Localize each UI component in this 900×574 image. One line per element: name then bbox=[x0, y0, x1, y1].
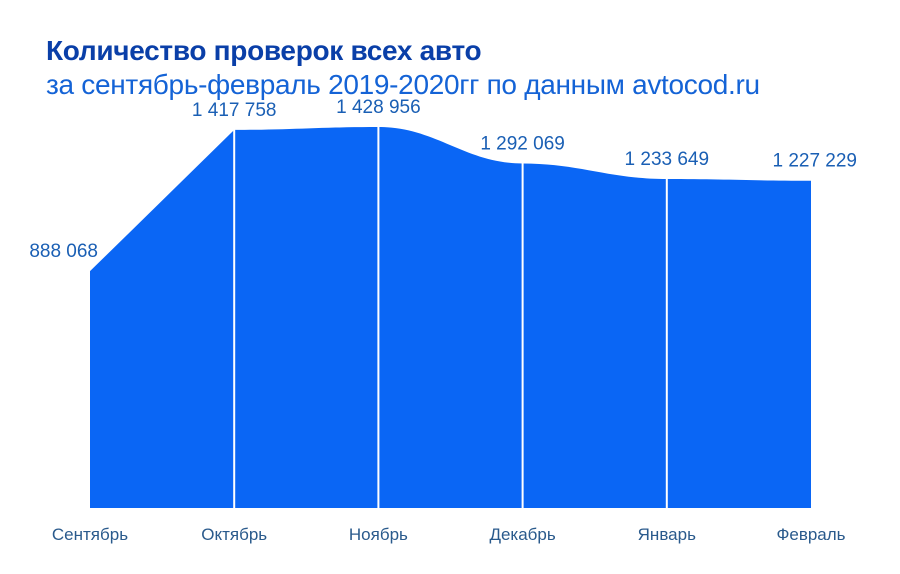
category-label: Ноябрь bbox=[349, 525, 408, 544]
category-label: Декабрь bbox=[489, 525, 555, 544]
value-labels: 888 068 1 417 758 1 428 956 1 292 069 1 233 … bbox=[29, 97, 857, 262]
category-label: Октябрь bbox=[201, 525, 267, 544]
area-layer bbox=[90, 126, 811, 508]
category-label: Февраль bbox=[776, 525, 845, 544]
value-label: 888 068 bbox=[29, 241, 98, 262]
chart-title-block: Количество проверок всех авто за сентябр… bbox=[46, 34, 886, 102]
value-label: 1 233 649 bbox=[625, 149, 710, 170]
value-label: 1 292 069 bbox=[480, 133, 565, 154]
value-label: 1 417 758 bbox=[192, 100, 277, 121]
chart-title: Количество проверок всех авто bbox=[46, 35, 482, 66]
chart-subtitle: за сентябрь-февраль 2019-2020гг по данны… bbox=[46, 69, 760, 100]
value-label: 1 227 229 bbox=[772, 151, 857, 172]
category-label: Сентябрь bbox=[52, 525, 128, 544]
separator-layer bbox=[233, 125, 668, 508]
area-series bbox=[90, 126, 811, 508]
category-label: Январь bbox=[638, 525, 696, 544]
value-label: 1 428 956 bbox=[336, 97, 421, 118]
category-labels: Сентябрь Октябрь Ноябрь Декабрь Январь Феврал… bbox=[52, 525, 846, 544]
